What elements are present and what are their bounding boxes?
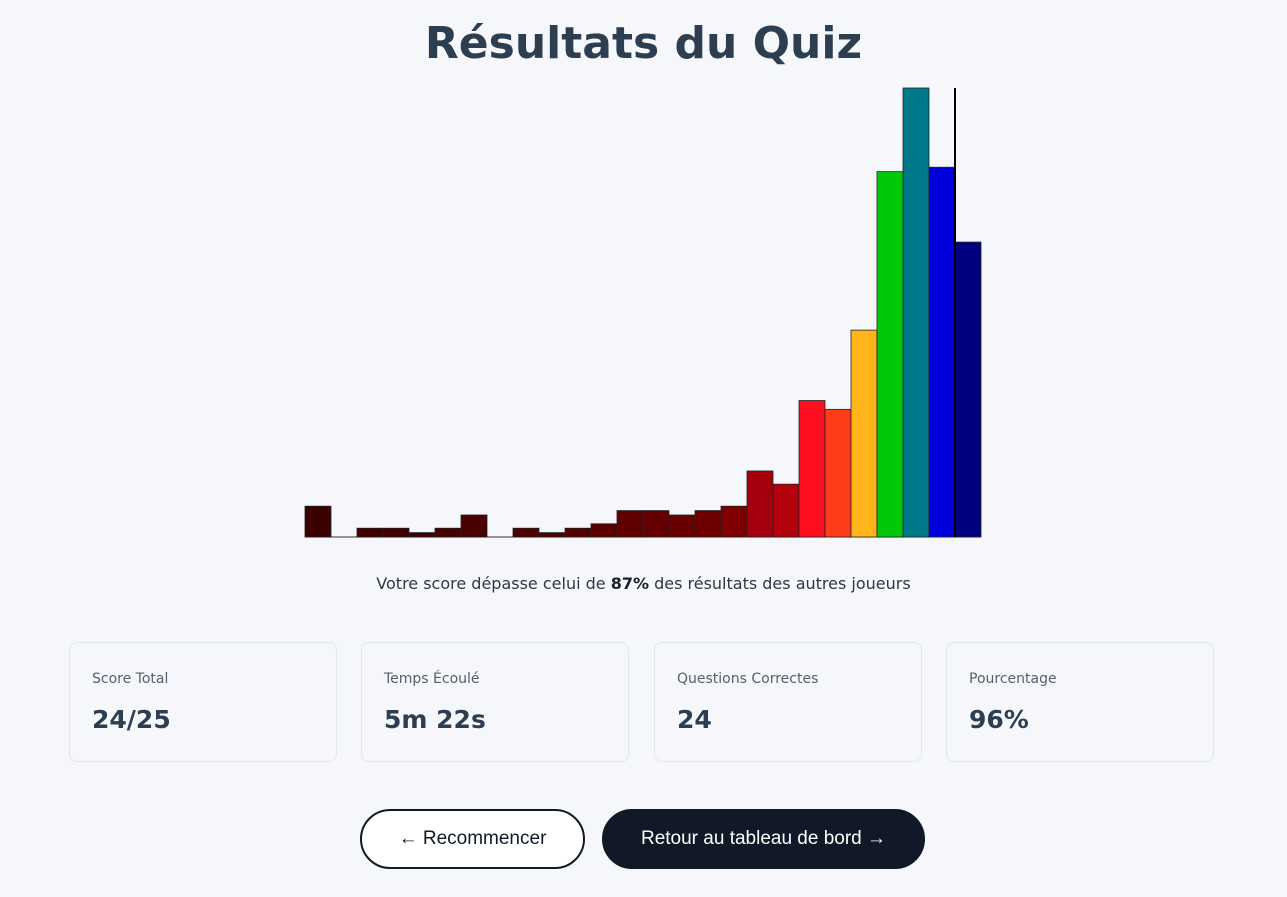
stat-value: 24 [677, 705, 712, 734]
histogram-bar [850, 329, 878, 538]
restart-button[interactable]: ← Recommencer [360, 809, 585, 869]
histogram-bar [928, 166, 956, 538]
histogram-bar [798, 400, 826, 538]
score-distribution-chart [290, 80, 990, 542]
histogram-bar [954, 241, 982, 538]
percentile-prefix: Votre score dépasse celui de [376, 574, 611, 593]
stat-value: 5m 22s [384, 705, 486, 734]
histogram-bar [564, 527, 592, 538]
stat-card-score-total: Score Total 24/25 [69, 642, 337, 762]
stat-label: Questions Correctes [677, 671, 819, 687]
histogram-bar [720, 505, 748, 538]
histogram-bar [668, 514, 696, 538]
histogram-bar [824, 408, 852, 538]
histogram-bar [746, 470, 774, 538]
histogram-bar [356, 527, 384, 538]
stat-value: 24/25 [92, 705, 171, 734]
histogram-bar [434, 527, 462, 538]
stat-card-percentage: Pourcentage 96% [946, 642, 1214, 762]
histogram-bar [616, 510, 644, 538]
histogram-bar [772, 483, 800, 538]
stat-card-correct-questions: Questions Correctes 24 [654, 642, 922, 762]
stat-label: Temps Écoulé [384, 671, 480, 687]
histogram-bar [590, 523, 618, 538]
histogram-bar [304, 505, 332, 538]
stats-cards: Score Total 24/25 Temps Écoulé 5m 22s Qu… [69, 642, 1217, 764]
page-title: Résultats du Quiz [424, 18, 863, 69]
stat-label: Score Total [92, 671, 169, 687]
histogram-bar [642, 510, 670, 538]
histogram-bar [694, 510, 722, 538]
histogram-svg [304, 87, 982, 538]
histogram-bar [408, 532, 436, 538]
percentile-text: Votre score dépasse celui de 87% des rés… [0, 572, 1287, 596]
back-to-dashboard-button[interactable]: Retour au tableau de bord → [602, 809, 925, 869]
histogram-bar [460, 514, 488, 538]
stat-label: Pourcentage [969, 671, 1057, 687]
percentile-suffix: des résultats des autres joueurs [649, 574, 911, 593]
histogram-bar [512, 527, 540, 538]
histogram-bar [876, 171, 904, 538]
stat-card-time-elapsed: Temps Écoulé 5m 22s [361, 642, 629, 762]
stat-value: 96% [969, 705, 1029, 734]
histogram-bar [382, 527, 410, 538]
histogram-bar [902, 87, 930, 538]
percentile-value: 87% [610, 574, 649, 593]
histogram-bar [538, 532, 566, 538]
